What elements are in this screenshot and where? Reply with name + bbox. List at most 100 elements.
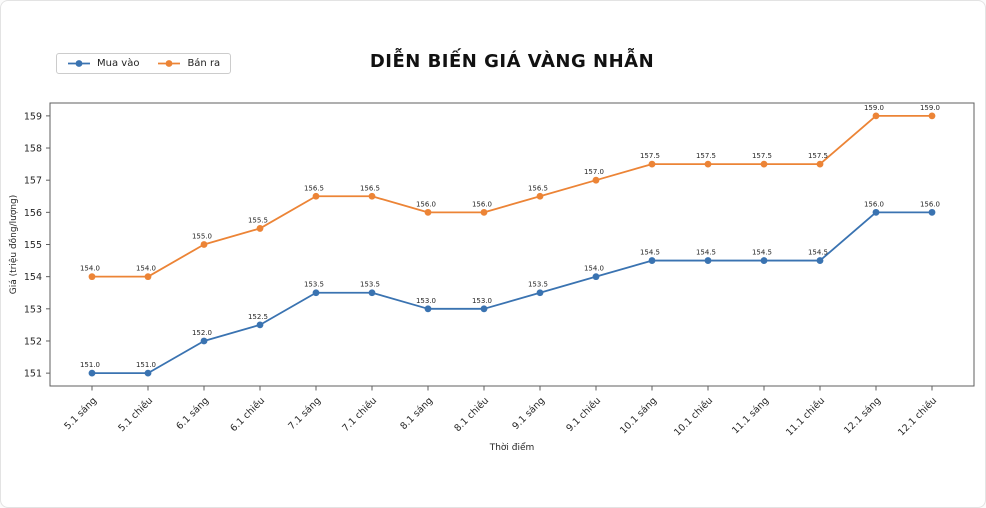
data-point-marker: [144, 273, 152, 281]
data-point-label: 152.0: [192, 329, 212, 337]
x-tick-label: 7.1 sáng: [286, 395, 323, 432]
data-point-marker: [648, 160, 656, 168]
data-point-label: 151.0: [80, 361, 100, 369]
x-tick-label: 8.1 sáng: [398, 395, 435, 432]
data-point-marker: [704, 160, 712, 168]
data-point-label: 153.0: [416, 297, 436, 305]
data-point-label: 154.5: [752, 249, 772, 257]
data-point-label: 157.5: [752, 152, 772, 160]
data-point-marker: [928, 112, 936, 120]
data-point-marker: [816, 160, 824, 168]
data-point-marker: [536, 289, 544, 297]
y-tick-label: 151: [24, 369, 42, 380]
x-tick-label: 12.1 sáng: [842, 395, 883, 436]
data-point-marker: [704, 257, 712, 264]
chart-title: DIỄN BIẾN GIÁ VÀNG NHẪN: [369, 51, 655, 72]
y-tick-label: 159: [24, 111, 42, 122]
legend-label: Bán ra: [187, 58, 221, 69]
data-point-label: 156.0: [864, 200, 884, 208]
data-point-marker: [872, 208, 880, 216]
data-point-label: 156.5: [528, 184, 548, 192]
x-tick-label: 5.1 sáng: [62, 395, 99, 432]
x-tick-label: 6.1 sáng: [174, 395, 211, 432]
y-tick-label: 156: [24, 208, 42, 219]
y-tick-label: 153: [24, 304, 42, 315]
data-point-label: 155.0: [192, 233, 212, 241]
data-point-label: 154.5: [696, 249, 716, 257]
data-point-label: 153.0: [472, 297, 492, 305]
data-point-marker: [424, 305, 432, 313]
data-point-label: 152.5: [248, 313, 268, 321]
data-point-marker: [592, 176, 600, 184]
data-point-label: 154.0: [584, 265, 604, 273]
data-point-marker: [480, 305, 488, 313]
data-point-marker: [256, 321, 264, 329]
data-point-label: 157.5: [640, 152, 660, 160]
data-point-label: 153.5: [528, 281, 548, 289]
data-point-label: 154.0: [136, 265, 156, 273]
x-tick-label: 9.1 chiều: [564, 395, 603, 434]
legend-label: Mua vào: [97, 58, 140, 69]
x-axis-title: Thời điểm: [489, 442, 535, 453]
series-ban-ra: 154.0 154.0 155.0 155.5 156.5 156.5 156.0 156.0…: [80, 104, 940, 281]
y-tick-label: 155: [24, 240, 42, 251]
data-point-marker: [200, 337, 208, 345]
data-point-label: 154.5: [808, 249, 828, 257]
data-point-label: 157.5: [808, 152, 828, 160]
data-point-label: 157.5: [696, 152, 716, 160]
data-point-marker: [536, 192, 544, 200]
data-point-marker: [368, 192, 376, 200]
data-point-marker: [312, 289, 320, 297]
data-point-marker: [424, 208, 432, 216]
data-point-marker: [480, 208, 488, 216]
data-point-label: 153.5: [360, 281, 380, 289]
data-point-marker: [648, 257, 656, 264]
data-point-label: 156.5: [360, 184, 380, 192]
data-point-marker: [760, 257, 768, 264]
plot-frame: [49, 102, 975, 387]
data-point-label: 159.0: [864, 104, 884, 112]
x-tick-label: 8.1 chiều: [452, 395, 491, 434]
data-point-marker: [816, 257, 824, 264]
data-point-label: 155.5: [248, 216, 268, 224]
legend-item-mua-vao: Mua vào: [67, 58, 139, 69]
data-point-label: 159.0: [920, 104, 940, 112]
data-point-marker: [928, 208, 936, 216]
data-point-label: 156.0: [472, 200, 492, 208]
legend-line-marker-icon: [68, 60, 90, 67]
data-point-label: 151.0: [136, 361, 156, 369]
data-point-label: 156.5: [304, 184, 324, 192]
data-point-marker: [872, 112, 880, 120]
x-tick-label: 11.1 sáng: [730, 395, 771, 436]
series-mua-vao: 151.0 151.0 152.0 152.5 153.5 153.5 153.0 153.0…: [80, 200, 940, 377]
y-axis: 151 152 153 154 155 156 157 158 159: [24, 111, 50, 380]
x-tick-label: 9.1 sáng: [510, 395, 547, 432]
data-point-marker: [88, 273, 96, 281]
y-axis-title: Giá (triệu đồng/lượng): [8, 195, 19, 295]
x-axis: 5.1 sáng 5.1 chiều 6.1 sáng 6.1 chiều 7.1 sá…: [62, 386, 939, 438]
data-point-label: 156.0: [416, 200, 436, 208]
data-point-marker: [88, 369, 96, 377]
chart-legend: Mua vào Bán ra: [56, 53, 232, 74]
y-tick-label: 158: [24, 144, 42, 155]
data-point-marker: [592, 273, 600, 281]
legend-line-marker-icon: [158, 60, 181, 67]
series-line: [92, 211, 932, 375]
x-tick-label: 10.1 sáng: [618, 395, 659, 436]
data-point-marker: [368, 289, 376, 297]
x-tick-label: 7.1 chiều: [340, 395, 379, 434]
data-point-label: 156.0: [920, 200, 940, 208]
series-line: [92, 114, 932, 278]
x-tick-label: 6.1 chiều: [228, 395, 267, 434]
y-tick-label: 154: [24, 272, 42, 283]
legend-item-ban-ra: Bán ra: [157, 58, 220, 69]
x-tick-label: 10.1 chiều: [672, 395, 715, 438]
x-tick-label: 11.1 chiều: [784, 395, 827, 438]
data-point-marker: [760, 160, 768, 168]
y-tick-label: 157: [24, 176, 42, 187]
data-point-marker: [256, 225, 264, 232]
data-point-marker: [200, 241, 208, 248]
data-point-marker: [312, 192, 320, 200]
